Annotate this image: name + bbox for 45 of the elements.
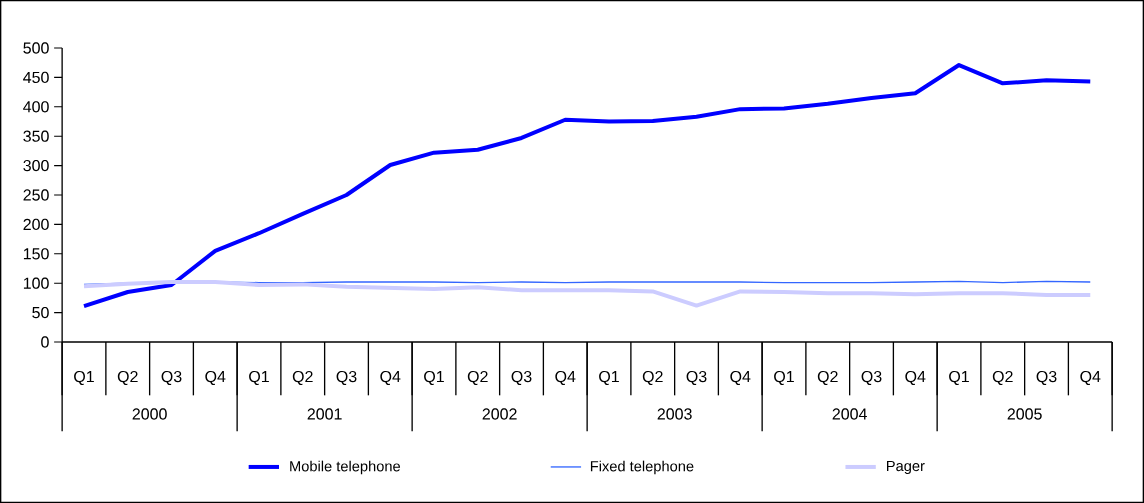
text: 2003: [657, 408, 692, 420]
text: 2004: [832, 408, 867, 420]
x-tick-label: Q1: [74, 370, 94, 386]
x-tick-label: Q2: [642, 370, 663, 386]
x-tick-label: Q1: [249, 370, 269, 386]
text: 2001: [307, 408, 342, 420]
x-tick-label: Q4: [555, 370, 576, 386]
y-tick-label: 500: [23, 42, 49, 54]
y-tick-label: 350: [23, 130, 49, 142]
y-tick-label: 100: [23, 277, 49, 289]
x-tick-label: Q2: [467, 370, 488, 386]
y-tick-label: 400: [23, 101, 49, 113]
x-tick-label: Q3: [1036, 370, 1057, 386]
x-tick-label: Q3: [336, 370, 357, 386]
x-tick-label: Q1: [774, 370, 794, 386]
x-tick-label: Q1: [949, 370, 969, 386]
x-tick-label: Q3: [861, 370, 882, 386]
x-tick-label: Q1: [424, 370, 444, 386]
y-tick-label: 0: [41, 336, 49, 348]
y-tick-label: 250: [23, 189, 49, 201]
x-tick-label: Q3: [161, 370, 182, 386]
y-tick-label: 200: [23, 218, 49, 231]
text: 2000: [132, 408, 167, 420]
x-tick-label: Q2: [117, 370, 138, 386]
text: 2005: [1007, 408, 1042, 420]
x-tick-label: Q3: [686, 370, 707, 386]
y-tick-label: 300: [23, 159, 49, 172]
x-tick-label: Q4: [730, 370, 751, 386]
x-tick-label: Q3: [511, 370, 532, 386]
y-tick-label: 50: [32, 306, 49, 319]
text: 2002: [482, 408, 517, 420]
x-tick-label: Q2: [992, 370, 1013, 386]
x-tick-label: Q4: [205, 370, 226, 386]
legend-label: Pager: [887, 460, 925, 475]
legend-label: Mobile telephone: [290, 460, 401, 475]
x-tick-label: Q4: [1080, 370, 1101, 386]
legend-label: Fixed telephone: [590, 460, 694, 475]
x-tick-label: Q2: [292, 370, 313, 386]
x-tick-label: Q1: [599, 370, 619, 386]
x-tick-label: Q2: [817, 370, 838, 386]
y-tick-label: 450: [23, 71, 49, 84]
line-series: [82, 63, 1093, 309]
y-tick-label: 150: [23, 248, 49, 260]
x-tick-label: Q4: [380, 370, 401, 386]
x-tick-label: Q4: [905, 370, 926, 386]
